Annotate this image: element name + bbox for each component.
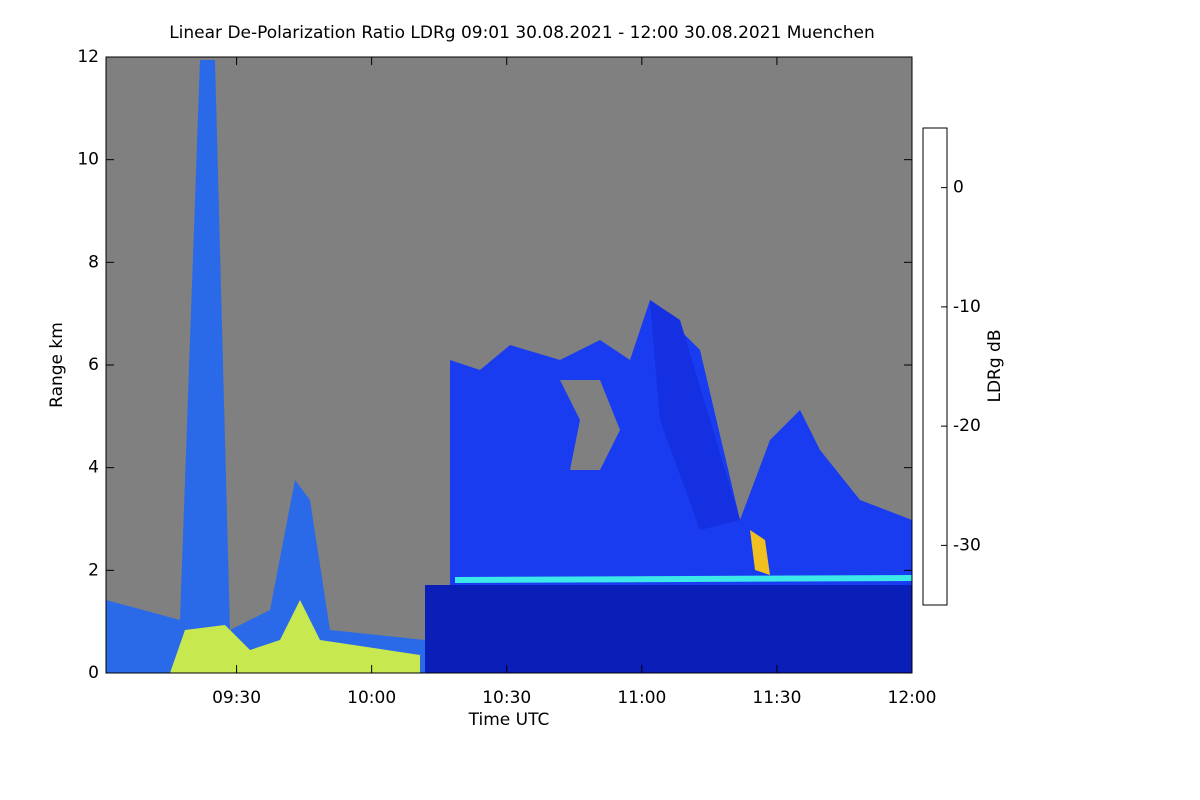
colorbar — [922, 127, 948, 606]
colorbar-tick-label: -30 — [953, 535, 981, 555]
x-tick-label: 10:00 — [347, 688, 396, 708]
x-tick-label: 11:00 — [617, 688, 666, 708]
high-ldr-patch — [750, 530, 770, 575]
colorbar-tick-label: -20 — [953, 416, 981, 436]
x-tick-label: 12:00 — [888, 688, 937, 708]
near-ground-echo — [170, 600, 420, 673]
y-axis-label: Range km — [47, 322, 67, 408]
precip-region — [106, 60, 425, 673]
colorbar-tick-label: 0 — [953, 178, 964, 198]
y-tick-label: 6 — [88, 355, 99, 375]
cloud-streak — [650, 300, 740, 530]
x-tick-label: 09:30 — [212, 688, 261, 708]
cloud-gap — [560, 380, 620, 470]
y-tick-label: 10 — [77, 150, 99, 170]
x-axis-label: Time UTC — [468, 710, 550, 730]
lower-layer — [425, 585, 912, 673]
y-tick-label: 0 — [88, 663, 99, 683]
colorbar-label: LDRg dB — [985, 329, 1005, 402]
radar-field — [106, 57, 912, 673]
melting-layer — [455, 575, 912, 583]
y-tick-label: 12 — [77, 47, 99, 67]
chart-title: Linear De-Polarization Ratio LDRg 09:01 … — [169, 23, 875, 43]
x-tick-label: 10:30 — [482, 688, 531, 708]
y-tick-label: 8 — [88, 252, 99, 272]
colorbar-tick-label: -10 — [953, 297, 981, 317]
x-tick-label: 11:30 — [752, 688, 801, 708]
y-tick-label: 2 — [88, 560, 99, 580]
y-tick-label: 4 — [88, 458, 99, 478]
